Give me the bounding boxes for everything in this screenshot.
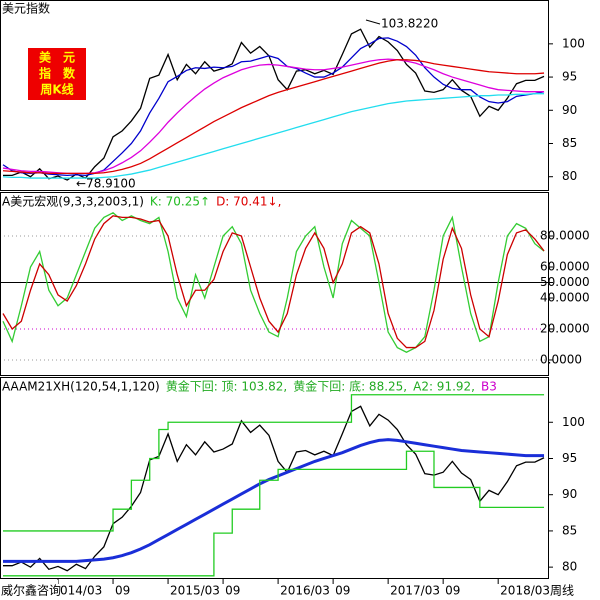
series-line	[3, 28, 545, 181]
x-tick-label: 09	[445, 584, 460, 598]
y-tick-label: 95	[562, 451, 577, 465]
period-label: 周线	[550, 584, 574, 598]
series-line	[2, 215, 545, 349]
y-tick-label: 85	[562, 136, 577, 150]
panel	[2, 28, 545, 181]
series-line	[3, 450, 545, 577]
y-tick-label: 80.0000	[540, 229, 590, 243]
series-line	[2, 93, 545, 179]
x-tick-label: 2016/03	[280, 584, 330, 598]
legend-item: K: 70.25↑	[150, 195, 210, 209]
series-line	[3, 438, 545, 563]
panel-frame	[0, 377, 549, 579]
panel-frame	[0, 0, 549, 191]
x-tick-label: 014/03	[60, 584, 102, 598]
panel	[3, 394, 545, 577]
y-tick-label: 80	[562, 560, 577, 574]
annotation-leader	[365, 19, 381, 25]
series-line	[2, 211, 545, 353]
x-tick-label: 2015/03	[170, 584, 220, 598]
x-tick-label: 2017/03	[390, 584, 440, 598]
y-tick-label: 90	[562, 487, 577, 501]
y-tick-label: 60.0000	[540, 259, 590, 273]
x-tick-label: 09	[225, 584, 240, 598]
y-tick-label: 40.0000	[540, 290, 590, 304]
y-tick-label: 20.0000	[540, 321, 590, 335]
badge-text: 周K线	[40, 82, 73, 97]
badge-text: 美 元	[39, 50, 75, 65]
annotation: 103.8220	[381, 17, 438, 31]
y-tick-label: 80	[562, 169, 577, 183]
series-line	[2, 59, 545, 175]
source-bg	[0, 580, 58, 600]
legend-item: 黄金下回: 底: 88.25,	[293, 379, 407, 394]
y-tick-label: 85	[562, 523, 577, 537]
legend-item: A2: 91.92,	[413, 380, 475, 394]
series-line	[3, 405, 545, 572]
x-tick-label: 09	[335, 584, 350, 598]
panel	[0, 211, 548, 361]
panel-frame	[0, 192, 549, 376]
legend-item: A美元宏观(9,3,3,2003,1)	[2, 194, 144, 209]
legend-item: D: 70.41↓,	[216, 195, 281, 209]
annotation: ←78.9100	[76, 177, 136, 191]
y-tick-label: 100	[562, 415, 585, 429]
legend-item: B3	[481, 380, 497, 394]
series-line	[3, 394, 545, 532]
y-tick-label: 90	[562, 103, 577, 117]
legend-item: 黄金下回: 顶: 103.82,	[166, 379, 288, 394]
source-label: 威尔鑫咨询	[1, 583, 61, 598]
chart-title: 美元指数	[2, 1, 50, 16]
y-tick-label: 0.0000	[540, 352, 582, 366]
badge-text: 指 数	[39, 66, 76, 81]
x-tick-label: 2018/03	[500, 584, 550, 598]
y-tick-label: 50.0000	[540, 275, 590, 289]
y-tick-label: 95	[562, 70, 577, 84]
y-tick-label: 100	[562, 36, 585, 50]
badge-box	[28, 48, 86, 100]
x-tick-label: 09	[115, 584, 130, 598]
legend-item: AAAM21XH(120,54,1,120)	[2, 380, 160, 394]
